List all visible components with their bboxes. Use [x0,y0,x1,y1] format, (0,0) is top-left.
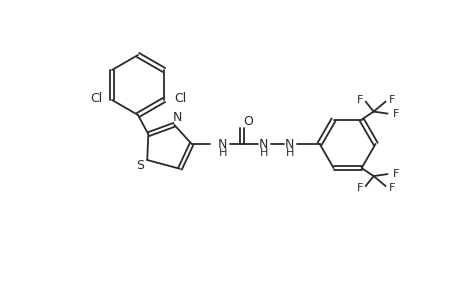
Text: H: H [259,148,267,158]
Text: N: N [172,111,181,124]
Text: N: N [218,138,227,151]
Text: Cl: Cl [174,92,186,104]
Text: F: F [392,169,398,179]
Text: H: H [285,148,293,158]
Text: N: N [284,138,294,151]
Text: F: F [356,183,362,193]
Text: S: S [136,158,144,172]
Text: F: F [387,183,394,193]
Text: N: N [258,138,268,151]
Text: Cl: Cl [90,92,102,104]
Text: F: F [387,94,394,105]
Text: O: O [243,115,253,128]
Text: H: H [218,148,226,158]
Text: F: F [356,94,362,105]
Text: F: F [392,109,398,118]
